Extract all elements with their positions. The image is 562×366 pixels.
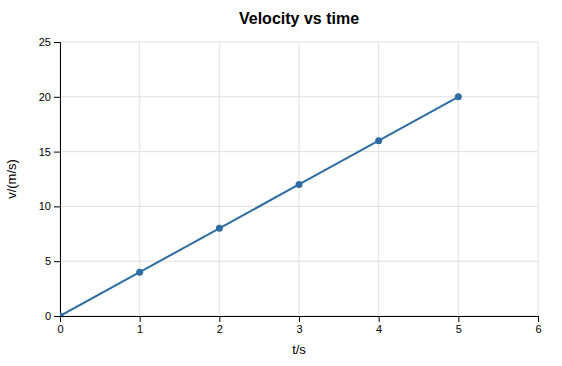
marks	[60, 93, 462, 316]
chart: 0 1 2 3 4 5 6 0 5 10 15 20 25 Velocity vs time t/s v/(m…	[0, 0, 562, 366]
x-grid-line	[219, 42, 220, 316]
y-grid-line	[60, 151, 538, 152]
plot-area: 0 1 2 3 4 5 6 0 5 10 15 20 25	[39, 36, 542, 335]
point	[136, 269, 143, 276]
title: Velocity vs time	[239, 10, 359, 27]
y-tick-mark	[54, 97, 60, 98]
grid	[60, 42, 538, 316]
point	[296, 181, 303, 188]
x-tick: 1	[137, 316, 143, 335]
x-tick-mark	[458, 316, 459, 322]
y-tick-mark	[54, 206, 60, 207]
y-axis-label: v/(m/s)	[4, 159, 19, 199]
y-grid-line	[60, 42, 538, 43]
y-grid-line	[60, 261, 538, 262]
x-tick-mark	[379, 316, 380, 322]
y-tick: 25	[39, 36, 60, 48]
x-tick: 2	[217, 316, 223, 335]
x-tick-label: 0	[57, 323, 63, 335]
x-grid-line	[299, 42, 300, 316]
x-tick: 4	[376, 316, 382, 335]
y-tick: 10	[39, 200, 60, 212]
x-grid-line	[538, 42, 539, 316]
y-tick-label: 15	[39, 146, 51, 158]
y-tick: 15	[39, 146, 60, 158]
y-tick: 0	[45, 310, 60, 322]
point	[455, 93, 462, 100]
x-tick: 3	[296, 316, 302, 335]
x-tick: 5	[456, 316, 462, 335]
y-tick: 20	[39, 91, 60, 103]
x-tick-label: 6	[535, 323, 541, 335]
y-tick-label: 10	[39, 200, 51, 212]
y-tick-mark	[54, 42, 60, 43]
x-tick-label: 5	[456, 323, 462, 335]
x-grid-line	[378, 42, 379, 316]
point	[216, 225, 223, 232]
x-tick-label: 3	[296, 323, 302, 335]
y-tick: 5	[45, 255, 60, 267]
x-tick-mark	[219, 316, 220, 322]
y-tick-mark	[54, 316, 60, 317]
y-tick-label: 25	[39, 36, 51, 48]
y-tick-mark	[54, 261, 60, 262]
point	[375, 137, 382, 144]
x-tick: 6	[535, 316, 541, 335]
x-axis-line	[61, 317, 539, 323]
x-tick-mark	[299, 316, 300, 322]
y-tick-label: 0	[45, 310, 51, 322]
x-axis: 0 1 2 3 4 5 6	[57, 316, 541, 335]
y-tick-mark	[54, 152, 60, 153]
x-tick-label: 4	[376, 323, 382, 335]
line	[60, 97, 458, 316]
y-tick-label: 20	[39, 91, 51, 103]
y-tick-label: 5	[45, 255, 51, 267]
x-axis-label: t/s	[292, 342, 306, 357]
y-grid-line	[60, 206, 538, 207]
y-grid-line	[60, 96, 538, 97]
x-tick-mark	[140, 316, 141, 322]
x-tick-label: 1	[137, 323, 143, 335]
x-tick: 0	[57, 316, 63, 335]
point	[60, 313, 64, 317]
y-axis: 0 5 10 15 20 25	[39, 36, 61, 322]
x-tick-mark	[538, 316, 539, 322]
x-tick-label: 2	[217, 323, 223, 335]
x-grid-line	[458, 42, 459, 316]
y-axis-line	[54, 43, 61, 317]
